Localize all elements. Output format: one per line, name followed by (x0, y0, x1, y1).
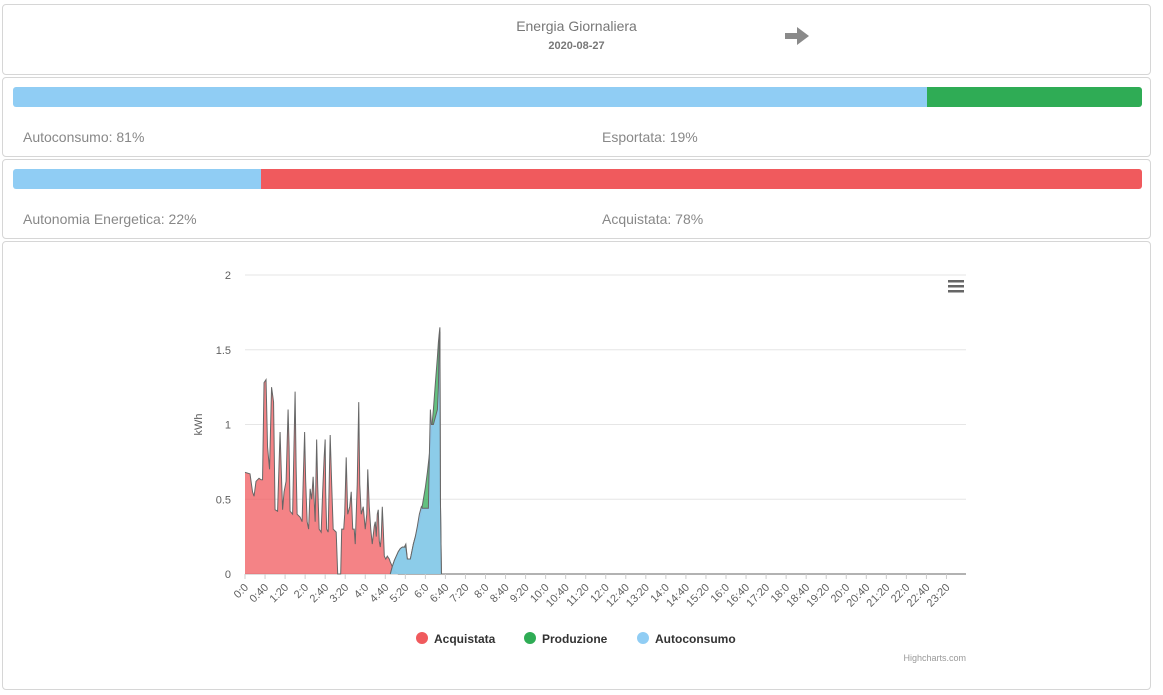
legend-item-produzione[interactable]: Produzione (542, 632, 608, 646)
series-line-acquistata (244, 378, 966, 575)
chart-panel: 0 0.5 1 1.5 2 kWh 0:0 0:40 1:20 2:0 2:40 3:20 4:0 4:4… (2, 241, 1151, 690)
x-tick-label: 3:20 (328, 582, 352, 606)
x-tick-label: 15:20 (684, 582, 712, 610)
x-tick-label: 1:20 (268, 582, 292, 606)
purchased-label: Acquistata: 78% (602, 211, 704, 227)
x-tick-label: 2:40 (308, 582, 332, 606)
autonomy-panel: Autonomia Energetica: 22% Acquistata: 78… (2, 159, 1151, 239)
hamburger-menu-icon[interactable] (948, 285, 964, 288)
x-tick-label: 6:40 (428, 582, 452, 606)
x-tick-label: 9:20 (508, 582, 532, 606)
x-tick-label: 7:20 (448, 582, 472, 606)
page-date: 2020-08-27 (548, 40, 605, 52)
x-tick-label: 0:40 (248, 582, 272, 606)
x-tick-label: 8:40 (488, 582, 512, 606)
series-area-produzione (390, 327, 966, 574)
x-tick-label: 11:20 (564, 582, 591, 609)
y-tick-label: 2 (225, 270, 231, 282)
hamburger-menu-icon[interactable] (948, 280, 964, 283)
x-tick-label: 17:20 (744, 582, 772, 610)
credits-link[interactable]: Highcharts.com (903, 653, 966, 663)
exported-label: Esportata: 19% (602, 129, 698, 145)
self-consumption-panel: Autoconsumo: 81% Esportata: 19% (2, 77, 1151, 157)
autonomy-segment (13, 169, 262, 189)
x-tick-label: 23:20 (925, 582, 953, 610)
x-tick-label: 4:40 (368, 582, 392, 606)
autonomy-bar (13, 169, 1142, 189)
y-tick-label: 1.5 (216, 345, 231, 357)
x-tick-label: 19:20 (804, 582, 832, 610)
self-consumption-segment (13, 87, 928, 107)
legend-marker-produzione[interactable] (524, 632, 536, 644)
legend-item-acquistata[interactable]: Acquistata (434, 632, 496, 646)
x-tick-label: 5:20 (388, 582, 412, 606)
y-tick-label: 0.5 (216, 494, 231, 506)
x-tick-label: 13:20 (624, 582, 652, 610)
series-area-autoconsumo (390, 331, 966, 574)
y-tick-label: 1 (225, 420, 231, 432)
self-consumption-label: Autoconsumo: 81% (23, 129, 145, 145)
arrow-right-icon[interactable] (783, 25, 811, 47)
autonomy-label: Autonomia Energetica: 22% (23, 211, 197, 227)
series-area-acquistata (245, 379, 966, 574)
series-line-autoconsumo (389, 331, 966, 575)
y-axis-title: kWh (193, 414, 205, 436)
self-consumption-bar (13, 87, 1142, 107)
x-tick-label: 10:40 (544, 582, 572, 610)
legend-marker-acquistata[interactable] (416, 632, 428, 644)
page-title: Energia Giornaliera (516, 18, 637, 34)
hamburger-menu-icon[interactable] (948, 290, 964, 293)
series-line-produzione (389, 327, 966, 575)
purchased-segment (261, 169, 1142, 189)
exported-segment (927, 87, 1142, 107)
x-tick-label: 21:20 (865, 582, 893, 610)
y-tick-label: 0 (225, 569, 231, 581)
legend-item-autoconsumo[interactable]: Autoconsumo (655, 632, 736, 646)
header-panel: Energia Giornaliera 2020-08-27 (2, 4, 1151, 75)
legend-marker-autoconsumo[interactable] (637, 632, 649, 644)
